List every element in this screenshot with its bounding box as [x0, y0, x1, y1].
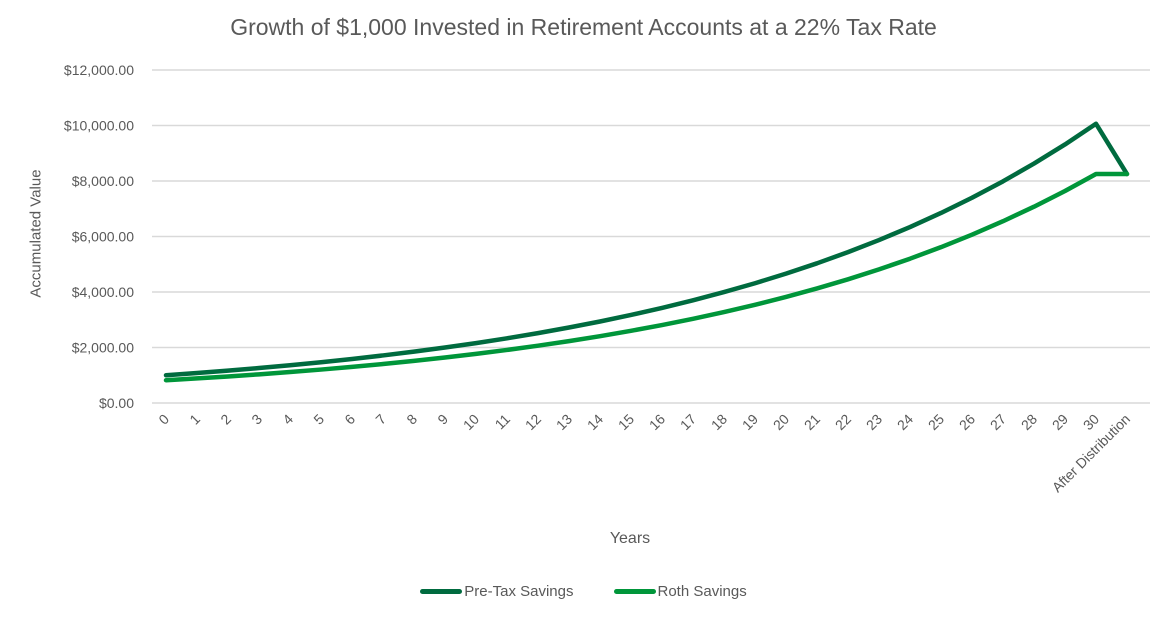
x-tick-label: 26: [956, 411, 978, 433]
pre-tax-swatch: [420, 589, 463, 594]
x-tick-label: 23: [863, 411, 885, 433]
y-tick-label: $4,000.00: [72, 284, 134, 300]
x-tick-label: 6: [341, 411, 358, 428]
legend: Pre-Tax Savings Roth Savings: [0, 583, 1167, 600]
x-tick-label: 14: [584, 411, 606, 433]
x-tick-label: 4: [279, 411, 296, 428]
x-tick-label: 16: [646, 411, 668, 433]
x-axis-label: Years: [609, 530, 651, 547]
chart-title: Growth of $1,000 Invested in Retirement …: [230, 14, 937, 40]
x-tick-label: 0: [155, 411, 172, 428]
legend-label: Roth Savings: [657, 583, 747, 600]
x-tick-label: 19: [739, 411, 761, 433]
x-tick-label: 7: [372, 411, 389, 428]
x-tick-label: 25: [925, 411, 947, 433]
x-tick-label: 24: [894, 411, 916, 433]
x-tick-label: 13: [553, 411, 575, 433]
x-tick-label: 9: [434, 411, 451, 428]
x-tick-label: 11: [492, 411, 514, 433]
x-tick-label: 1: [186, 411, 203, 428]
y-tick-label: $2,000.00: [72, 340, 134, 356]
x-tick-label: 20: [770, 411, 792, 433]
y-tick-label: $6,000.00: [72, 229, 134, 245]
roth-swatch: [613, 589, 656, 594]
x-tick-label: 3: [248, 411, 265, 428]
x-tick-label: 29: [1049, 411, 1071, 433]
x-tick-label: 27: [987, 411, 1009, 433]
x-tick-label: 10: [460, 411, 482, 433]
x-tick-label: 2: [217, 411, 234, 428]
x-tick-label: 17: [677, 411, 699, 433]
y-tick-label: $10,000.00: [64, 118, 134, 134]
legend-item-pre-tax: Pre-Tax Savings: [420, 583, 574, 600]
x-tick-label: 8: [403, 411, 420, 428]
roth-savings-line: [163, 171, 1130, 383]
legend-label: Pre-Tax Savings: [464, 583, 574, 600]
y-tick-label: $0.00: [99, 395, 134, 411]
x-tick-label: 12: [522, 411, 544, 433]
x-tick-label: 18: [708, 411, 730, 433]
x-tick-label: 15: [615, 411, 637, 433]
pre-tax-savings-line: [163, 121, 1130, 378]
y-tick-label: $12,000.00: [64, 62, 134, 78]
legend-item-roth: Roth Savings: [613, 583, 747, 600]
x-tick-label: 22: [832, 411, 854, 433]
y-tick-label: $8,000.00: [72, 173, 134, 189]
x-tick-label: 30: [1080, 411, 1102, 433]
x-tick-label: 28: [1018, 411, 1040, 433]
x-tick-label: 21: [801, 411, 823, 433]
x-tick-label: 5: [310, 411, 327, 428]
